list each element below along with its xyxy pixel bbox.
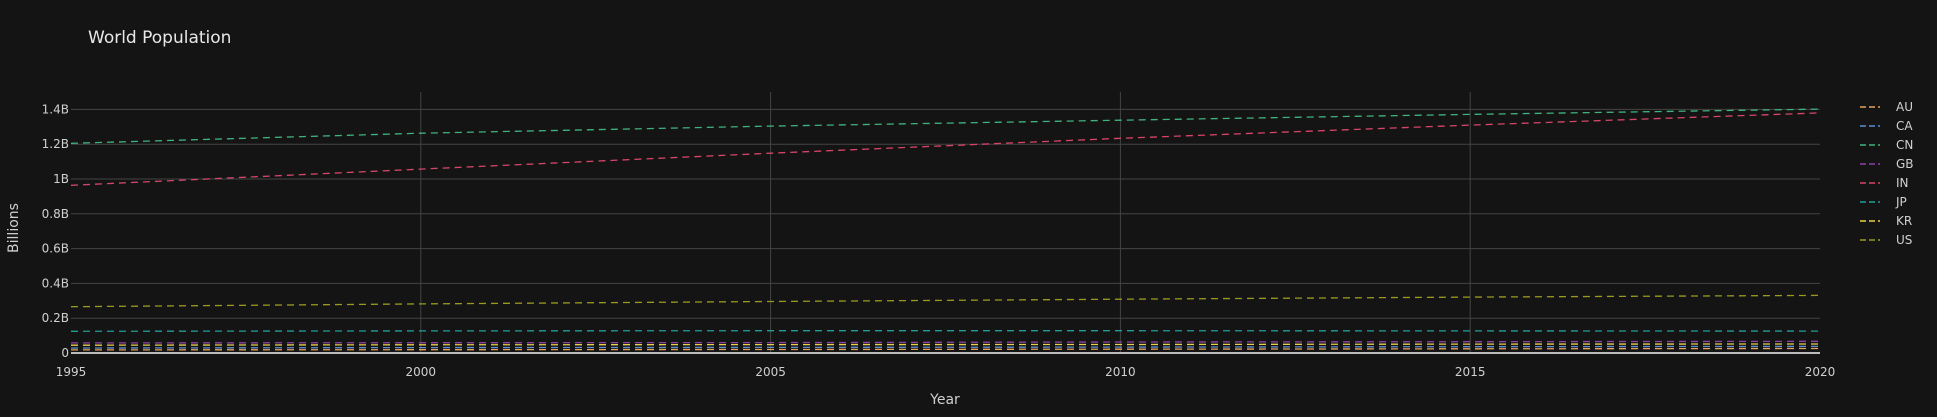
legend-item-gb[interactable]: GB (1860, 157, 1914, 171)
x-axis-label: Year (929, 392, 960, 408)
gridlines (71, 92, 1820, 354)
legend-label: CN (1896, 138, 1913, 152)
y-tick-label: 0.6B (42, 242, 69, 256)
y-axis-ticks: 0 0.2B 0.4B 0.6B 0.8B 1B 1.2B 1.4B (42, 102, 69, 360)
chart-title: World Population (88, 28, 231, 48)
legend-label: IN (1896, 176, 1909, 190)
legend-label: CA (1896, 119, 1913, 133)
x-tick-label: 2020 (1805, 365, 1836, 379)
legend-item-cn[interactable]: CN (1860, 138, 1913, 152)
legend-item-in[interactable]: IN (1860, 176, 1909, 190)
legend-label: GB (1896, 157, 1914, 171)
x-tick-label: 2015 (1455, 365, 1486, 379)
legend[interactable]: AU CA CN GB IN JP KR US (1860, 100, 1914, 247)
y-tick-label: 1.2B (42, 137, 69, 151)
series-line-us (70, 294, 1821, 308)
series-line-gb (70, 340, 1821, 344)
legend-label: AU (1896, 100, 1913, 114)
legend-item-us[interactable]: US (1860, 233, 1912, 247)
legend-item-jp[interactable]: JP (1860, 195, 1907, 209)
legend-label: KR (1896, 214, 1912, 228)
x-tick-label: 2010 (1105, 365, 1136, 379)
series-line-cn (70, 108, 1821, 144)
legend-item-kr[interactable]: KR (1860, 214, 1912, 228)
y-tick-label: 0.8B (42, 207, 69, 221)
series-lines (70, 108, 1821, 351)
y-axis-label: Billions (6, 203, 22, 253)
series-line-au (70, 347, 1821, 351)
y-tick-label: 0.2B (42, 311, 69, 325)
y-tick-label: 0.4B (42, 276, 69, 290)
legend-item-ca[interactable]: CA (1860, 119, 1913, 133)
legend-label: JP (1895, 195, 1907, 209)
legend-label: US (1896, 233, 1912, 247)
x-tick-label: 1995 (56, 365, 87, 379)
x-tick-label: 2005 (755, 365, 786, 379)
y-tick-label: 0 (61, 346, 69, 360)
y-tick-label: 1B (53, 172, 69, 186)
series-line-kr (70, 343, 1821, 346)
x-tick-label: 2000 (406, 365, 437, 379)
series-line-ca (70, 345, 1821, 349)
legend-item-au[interactable]: AU (1860, 100, 1913, 114)
series-line-jp (70, 330, 1821, 332)
series-line-in (70, 112, 1821, 186)
x-axis-ticks: 1995 2000 2005 2010 2015 2020 (56, 365, 1836, 379)
y-tick-label: 1.4B (42, 102, 69, 116)
